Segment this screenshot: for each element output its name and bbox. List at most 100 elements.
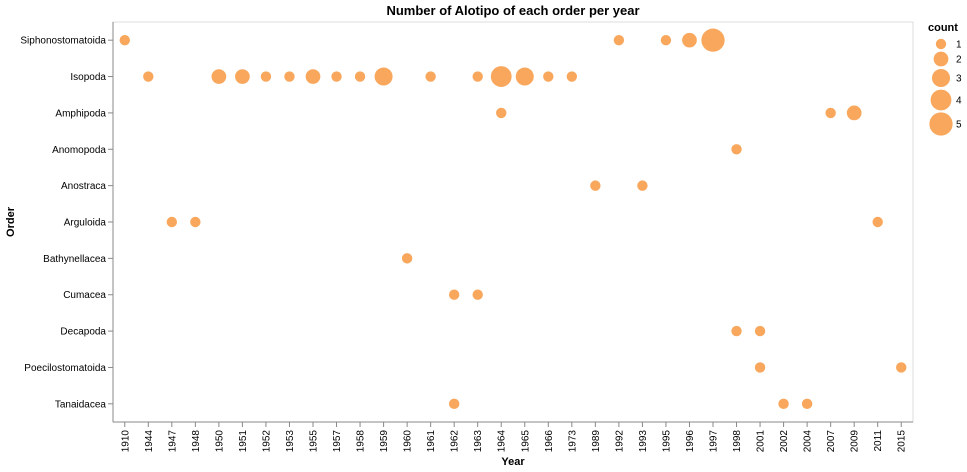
y-tick-label: Cumacea	[63, 290, 106, 301]
data-point	[425, 71, 436, 82]
data-point	[305, 69, 321, 84]
y-tick-label: Siphonostomatoida	[20, 36, 106, 47]
x-tick-label: 2009	[850, 430, 861, 453]
data-point	[613, 34, 625, 46]
y-axis-title: Order	[5, 206, 17, 237]
x-tick-label: 1959	[379, 430, 390, 453]
y-tick-label: Tanaidacea	[55, 399, 107, 410]
data-point	[166, 216, 178, 228]
data-point	[660, 34, 672, 46]
data-point	[284, 71, 295, 82]
data-point	[448, 289, 460, 300]
data-point	[825, 107, 836, 119]
data-point	[374, 67, 393, 86]
data-point	[731, 325, 742, 337]
data-point	[331, 71, 342, 82]
data-point	[778, 398, 789, 410]
x-tick-label: 1944	[144, 430, 155, 453]
y-tick-label: Anostraca	[61, 181, 106, 192]
data-point	[754, 362, 766, 373]
x-tick-label: 1951	[238, 430, 249, 453]
data-point	[496, 107, 507, 119]
data-point	[401, 253, 413, 264]
legend-symbol	[933, 51, 949, 67]
x-tick-label: 2007	[826, 430, 837, 453]
legend: count 1 2 3 4 5	[928, 22, 962, 136]
data-point	[801, 398, 813, 410]
data-point	[637, 180, 648, 191]
x-tick-label: 2011	[873, 430, 884, 452]
data-point	[472, 289, 483, 300]
x-tick-label: 1963	[473, 430, 484, 453]
data-point	[872, 216, 883, 228]
legend-title: count	[928, 22, 958, 34]
data-point	[119, 34, 130, 46]
legend-label: 4	[956, 96, 962, 107]
x-tick-label: 1992	[614, 430, 625, 453]
legend-label: 1	[956, 40, 962, 51]
y-tick-label: Decapoda	[60, 327, 106, 338]
x-tick-label: 1910	[120, 430, 131, 453]
data-point	[260, 71, 272, 82]
x-tick-label: 1958	[356, 430, 367, 453]
data-point	[472, 71, 483, 82]
x-axis-title: Year	[501, 456, 525, 468]
legend-label: 3	[956, 74, 962, 85]
data-point	[590, 180, 601, 191]
data-point	[354, 71, 366, 82]
legend-symbol	[931, 68, 951, 88]
x-tick-label: 1960	[403, 430, 414, 453]
x-tick-label: 2002	[779, 430, 790, 453]
x-tick-label: 1957	[332, 430, 343, 453]
data-point	[515, 67, 534, 86]
legend-symbol	[935, 38, 947, 50]
x-axis: 1910 1944 1947 1948 1950 1951 1952 1953 1955 1957…	[113, 421, 913, 453]
data-point	[682, 32, 697, 48]
data-point	[896, 362, 907, 373]
x-tick-label: 2004	[803, 430, 814, 453]
x-tick-label: 1964	[497, 430, 508, 453]
data-point	[235, 69, 250, 84]
x-tick-label: 1961	[426, 430, 437, 453]
x-tick-label: 1989	[591, 430, 602, 453]
chart-title: Number of Alotipo of each order per year	[386, 3, 639, 18]
y-tick-label: Poecilostomatoida	[24, 363, 106, 374]
data-point	[190, 216, 201, 228]
data-point	[143, 71, 154, 82]
x-tick-label: 1948	[191, 430, 202, 453]
data-point	[701, 28, 725, 52]
legend-label: 2	[956, 55, 962, 66]
x-tick-label: 1952	[261, 430, 272, 453]
y-tick-label: Amphipoda	[55, 108, 106, 119]
x-tick-label: 2015	[897, 430, 908, 453]
data-point	[731, 144, 742, 155]
data-point	[543, 71, 554, 82]
x-tick-label: 1962	[450, 430, 461, 453]
x-tick-label: 1998	[732, 430, 743, 453]
legend-symbol	[929, 112, 953, 136]
x-tick-label: 1966	[544, 430, 555, 453]
y-tick-label: Arguloida	[64, 218, 107, 229]
x-tick-label: 1965	[520, 430, 531, 453]
data-point	[448, 398, 460, 410]
x-tick-label: 1996	[685, 430, 696, 453]
x-tick-label: 1950	[214, 430, 225, 453]
x-tick-label: 1953	[285, 430, 296, 453]
x-tick-label: 1955	[309, 430, 320, 453]
data-point	[754, 325, 766, 337]
y-tick-label: Bathynellacea	[43, 254, 106, 265]
x-tick-label: 1997	[709, 430, 720, 453]
x-tick-label: 2001	[756, 430, 767, 453]
legend-label: 5	[956, 120, 962, 131]
y-tick-label: Isopoda	[70, 72, 106, 83]
plot-frame	[112, 21, 914, 423]
x-tick-label: 1993	[638, 430, 649, 453]
x-tick-label: 1995	[661, 430, 672, 453]
y-tick-label: Anomopoda	[52, 145, 106, 156]
x-tick-label: 1947	[167, 430, 178, 453]
data-point	[211, 69, 227, 84]
data-point	[846, 105, 862, 121]
points	[119, 28, 907, 410]
data-point	[566, 71, 578, 82]
